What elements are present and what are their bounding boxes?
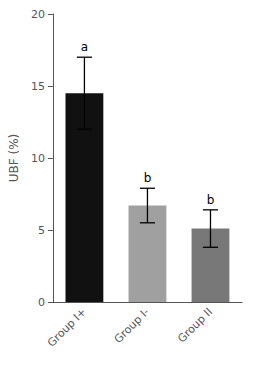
svg-text:5: 5 [38, 224, 45, 237]
svg-text:b: b [144, 171, 152, 185]
svg-text:0: 0 [38, 296, 45, 309]
svg-text:15: 15 [31, 80, 45, 93]
svg-text:UBF (%): UBF (%) [7, 134, 21, 183]
svg-text:Group II: Group II [175, 305, 215, 345]
svg-text:a: a [81, 40, 88, 54]
svg-text:Group I-: Group I- [112, 305, 152, 345]
svg-text:Group I+: Group I+ [45, 305, 89, 349]
svg-text:10: 10 [31, 152, 45, 165]
svg-text:b: b [207, 193, 215, 207]
svg-text:20: 20 [31, 8, 45, 21]
